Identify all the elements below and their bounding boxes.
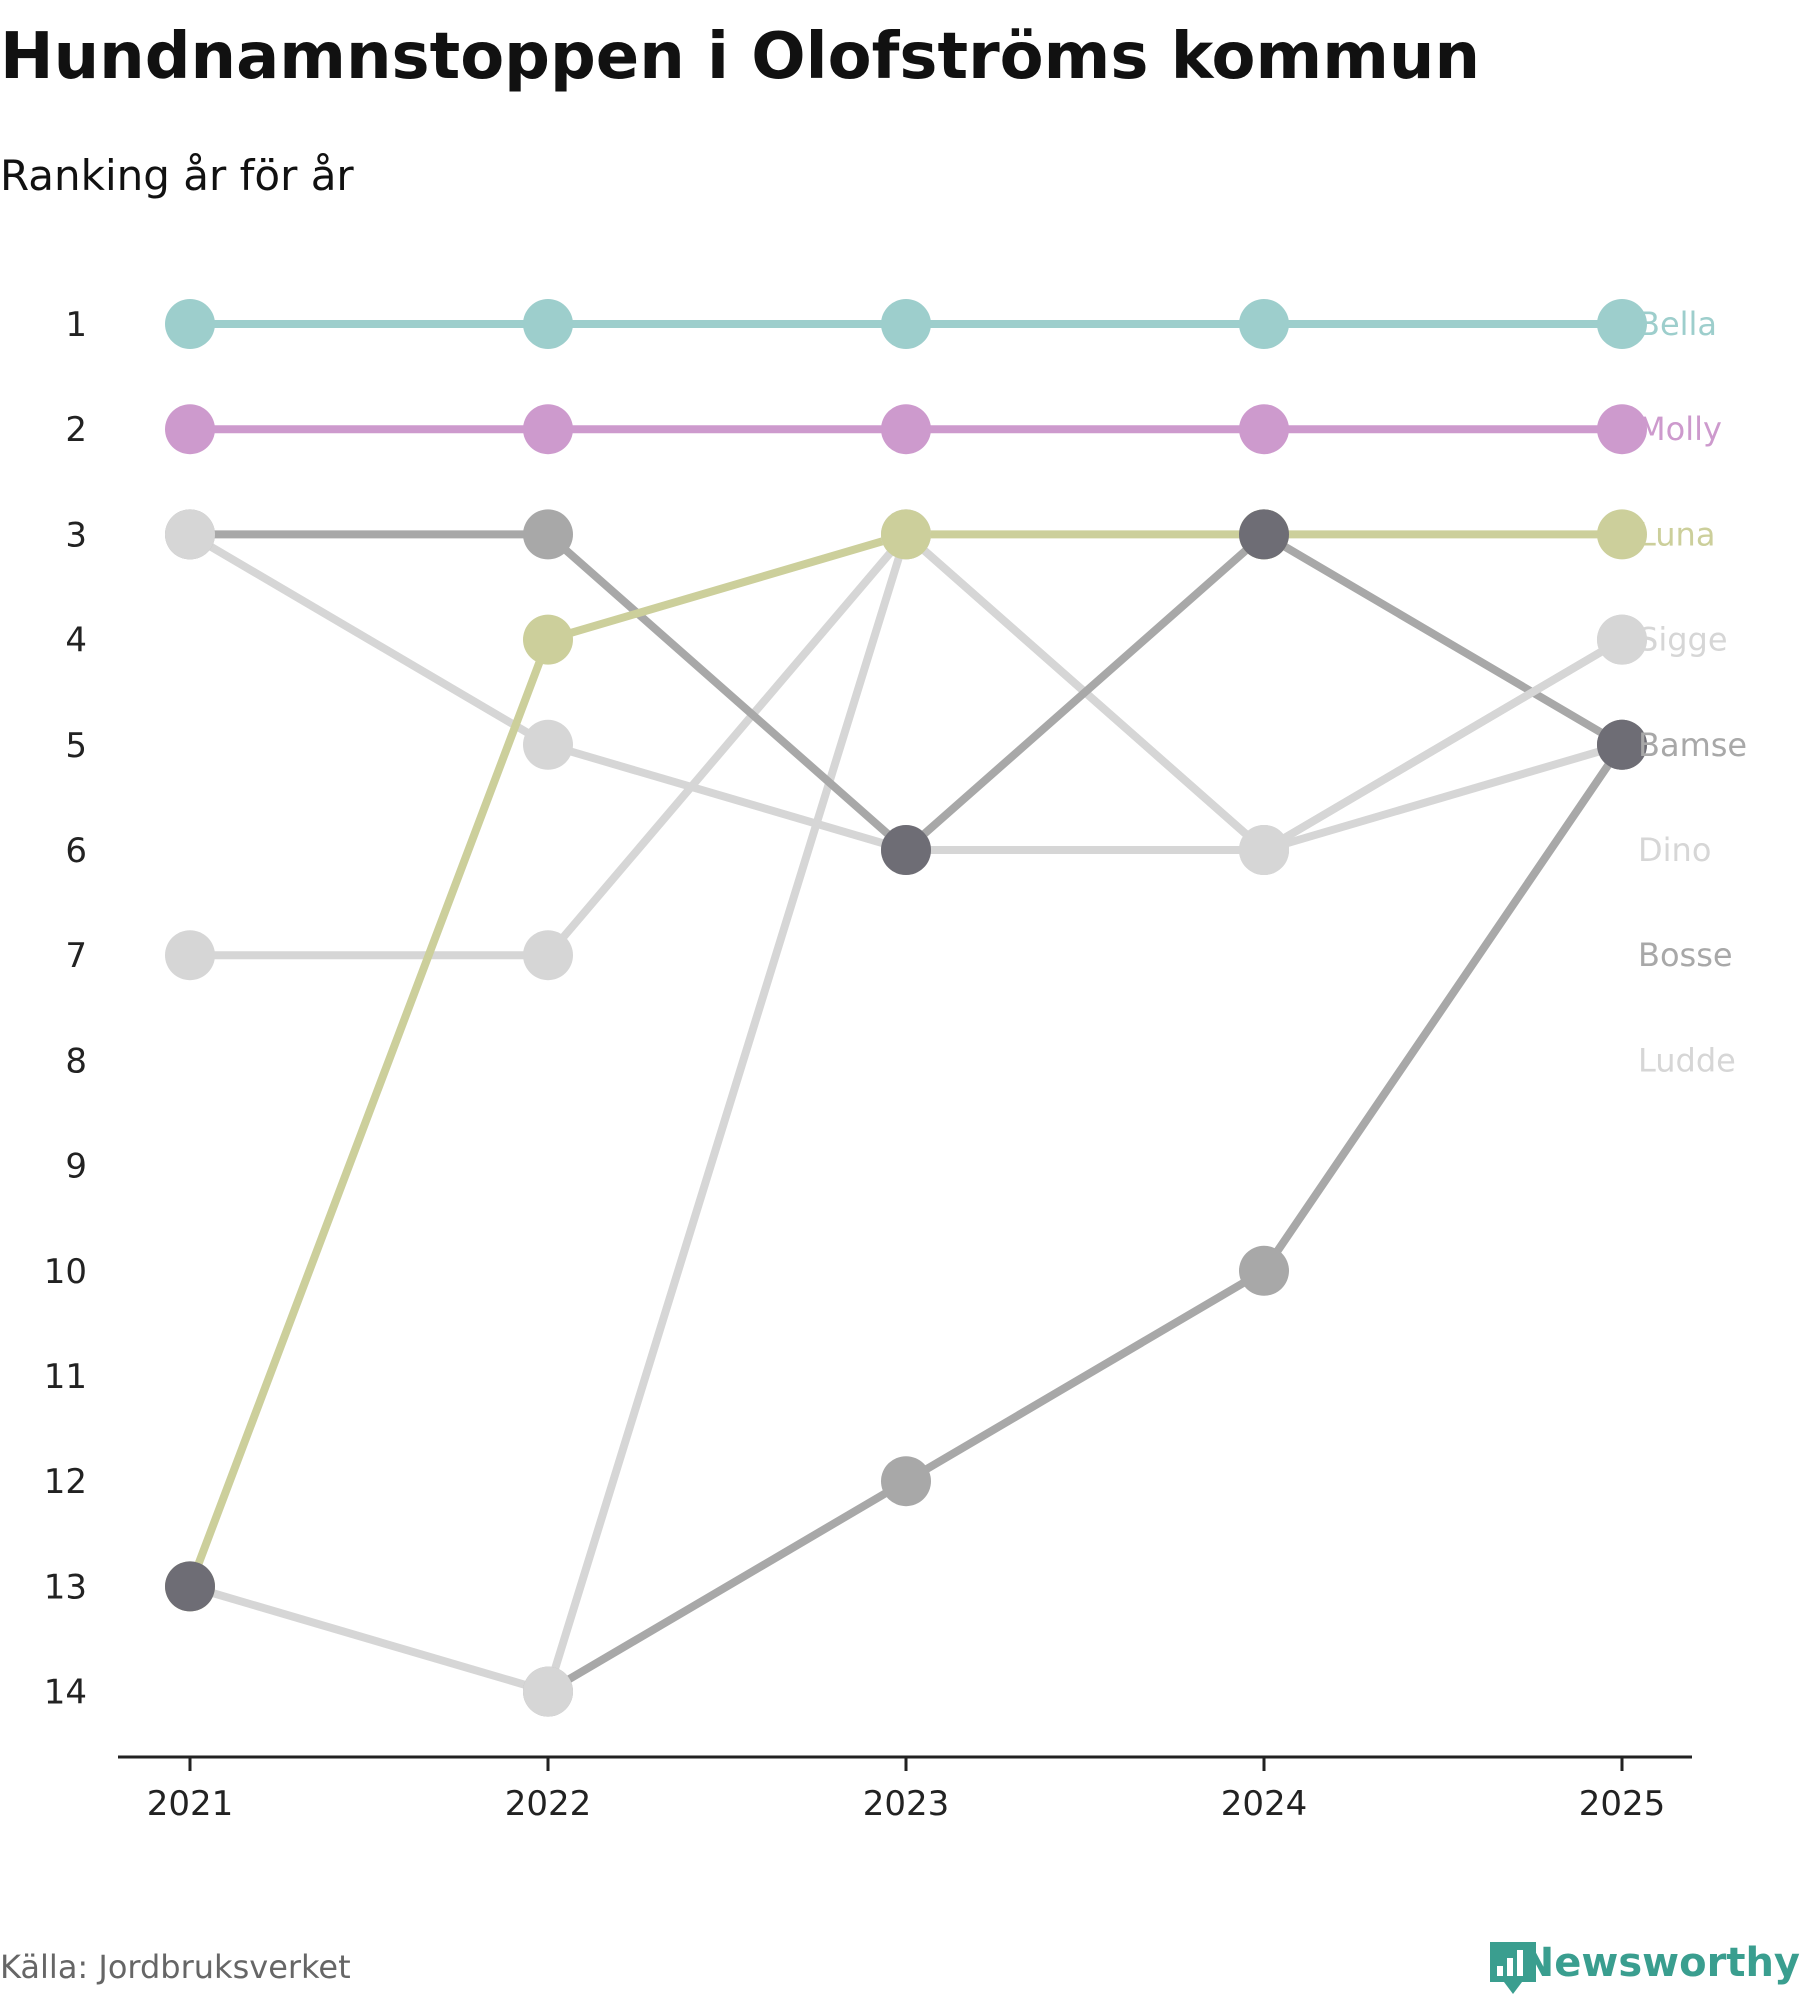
point-ludde-2022[interactable] <box>523 930 573 981</box>
point-bella-2024[interactable] <box>1239 299 1289 349</box>
y-tick-label: 11 <box>44 1357 87 1397</box>
y-tick-label: 4 <box>65 621 87 661</box>
line-segment-sigge <box>1260 635 1626 854</box>
x-tick-label: 2024 <box>1221 1784 1308 1824</box>
line-segment-dino <box>544 530 910 1696</box>
point-bella-2022[interactable] <box>523 299 573 349</box>
y-tick-label: 13 <box>44 1567 87 1607</box>
highlight-point-2024[interactable] <box>1239 509 1289 560</box>
series-lines <box>186 320 1626 1696</box>
x-tick-label: 2021 <box>147 1784 234 1824</box>
x-tick-label: 2023 <box>863 1784 950 1824</box>
y-tick-label: 12 <box>44 1462 87 1502</box>
point-bella-2021[interactable] <box>165 299 215 349</box>
y-tick-label: 3 <box>65 515 87 555</box>
point-molly-2024[interactable] <box>1239 404 1289 455</box>
series-label-bella: Bella <box>1638 305 1717 343</box>
point-luna-2022[interactable] <box>523 614 573 665</box>
line-segment-bosse <box>1260 740 1626 1275</box>
series-end-labels: Bella Molly Luna Sigge Bamse Dino Bosse Ludde <box>1638 305 1747 1079</box>
highlight-point-2023[interactable] <box>881 825 931 875</box>
y-tick-label: 14 <box>44 1673 87 1713</box>
point-ludde-2021[interactable] <box>165 930 215 981</box>
y-tick-label: 5 <box>65 726 87 766</box>
line-segment-bamse <box>902 530 1268 854</box>
line-segment-bosse <box>902 1266 1268 1486</box>
line-segment-bamse <box>544 530 910 854</box>
series-label-bamse: Bamse <box>1638 726 1747 764</box>
y-tick-label: 1 <box>65 305 87 345</box>
y-tick-label: 10 <box>44 1252 87 1292</box>
y-tick-label: 6 <box>65 831 87 871</box>
point-molly-2021[interactable] <box>165 404 215 455</box>
point-molly-2025[interactable] <box>1597 404 1647 455</box>
point-sigge-2021[interactable] <box>165 509 215 560</box>
line-segment-dino <box>186 1582 552 1696</box>
x-axis: 2021 2022 2023 2024 2025 <box>118 1755 1692 1824</box>
line-segment-luna <box>186 635 552 1591</box>
point-luna-2025[interactable] <box>1597 509 1647 560</box>
x-tick-label: 2022 <box>505 1784 592 1824</box>
point-bella-2023[interactable] <box>881 299 931 349</box>
page-title: Hundnamnstoppen i Olofströms kommun <box>0 20 1480 94</box>
series-label-sigge: Sigge <box>1638 621 1728 659</box>
series-label-dino: Dino <box>1638 831 1711 869</box>
line-segment-sigge <box>544 740 910 854</box>
point-bosse-2023[interactable] <box>881 1456 931 1507</box>
point-bosse-2024[interactable] <box>1239 1245 1289 1296</box>
line-segment-bosse <box>544 1477 910 1696</box>
highlight-point-2025[interactable] <box>1597 719 1647 770</box>
point-dino-2022[interactable] <box>523 1666 573 1717</box>
point-molly-2022[interactable] <box>523 404 573 455</box>
point-bamse-2022[interactable] <box>523 509 573 560</box>
point-molly-2023[interactable] <box>881 404 931 455</box>
x-tick-label: 2025 <box>1579 1784 1666 1824</box>
y-tick-label: 7 <box>65 936 87 976</box>
y-tick-label: 9 <box>65 1147 87 1187</box>
point-luna-2023[interactable] <box>881 509 931 560</box>
series-label-luna: Luna <box>1638 515 1715 553</box>
line-segment-bamse <box>1260 530 1626 749</box>
point-sigge-2024[interactable] <box>1239 825 1289 875</box>
line-segment-sigge <box>186 530 552 749</box>
source-note: Källa: Jordbruksverket <box>0 1948 351 1986</box>
newsworthy-logo[interactable]: Newsworthy <box>1490 1940 1800 1994</box>
point-sigge-2025[interactable] <box>1597 614 1647 665</box>
line-segment-dino <box>1260 740 1626 854</box>
bar-chart-speech-bubble-icon <box>1490 1942 1536 1994</box>
series-label-molly: Molly <box>1638 410 1722 448</box>
line-segment-luna <box>544 530 910 644</box>
y-tick-label: 2 <box>65 410 87 450</box>
point-sigge-2022[interactable] <box>523 719 573 770</box>
y-tick-label: 8 <box>65 1041 87 1081</box>
point-bella-2025[interactable] <box>1597 299 1647 349</box>
page-subtitle: Ranking år för år <box>0 151 354 200</box>
highlight-point-2021[interactable] <box>165 1561 215 1612</box>
series-label-bosse: Bosse <box>1638 936 1733 974</box>
line-segment-ludde <box>544 530 910 960</box>
series-dots <box>165 299 1647 1717</box>
series-label-ludde: Ludde <box>1638 1041 1736 1079</box>
brand-name: Newsworthy <box>1521 1940 1800 1986</box>
